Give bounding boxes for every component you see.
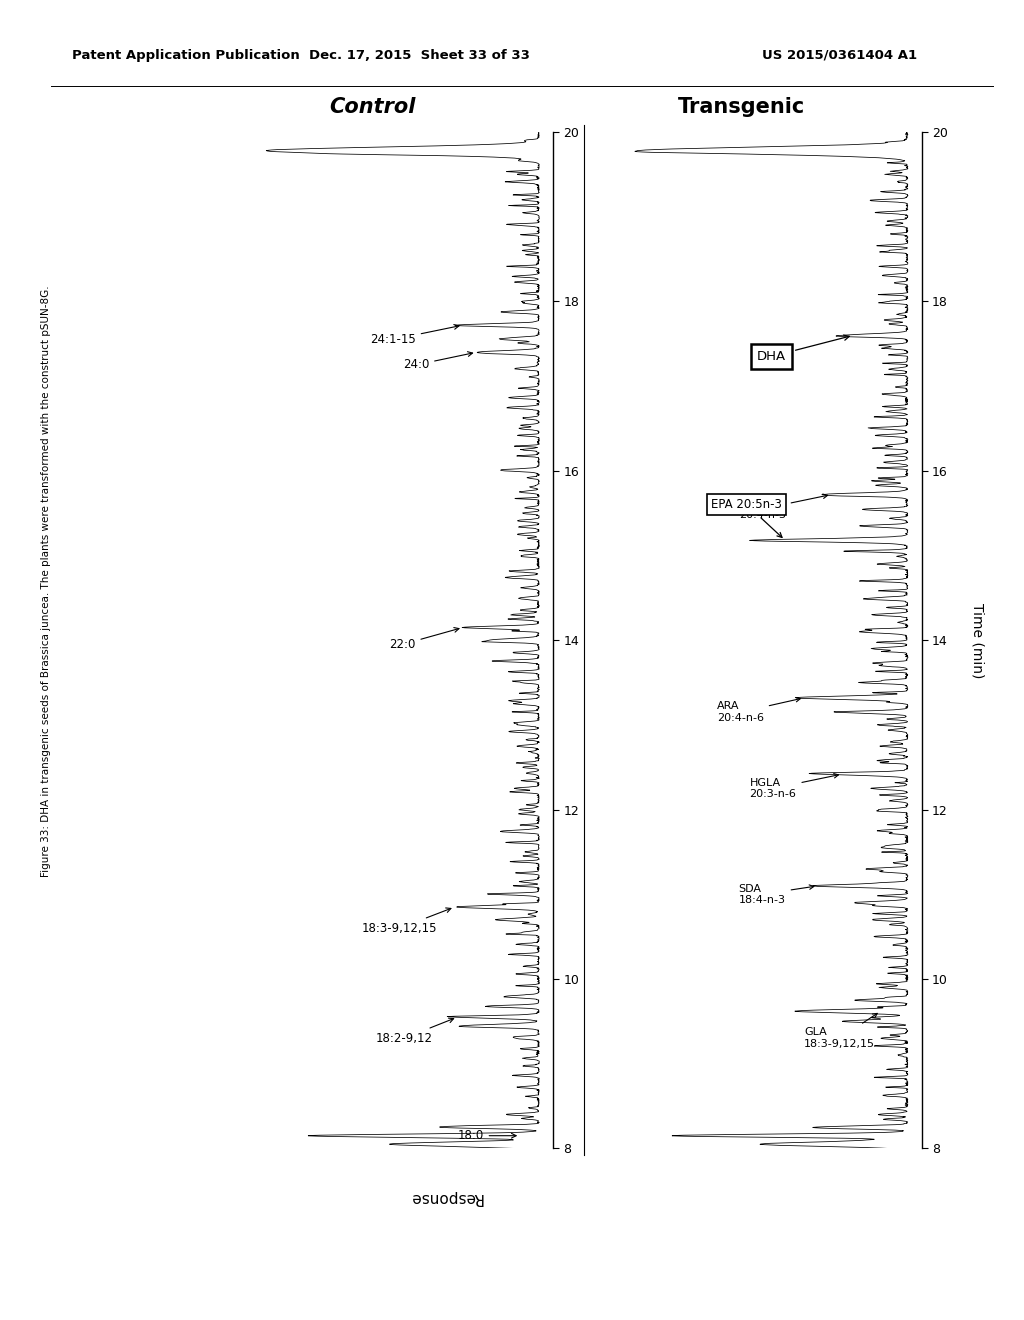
Text: EPA 20:5n-3: EPA 20:5n-3	[712, 498, 782, 537]
Text: 24:1-15: 24:1-15	[370, 325, 459, 346]
Text: ARA
20:4-n-6: ARA 20:4-n-6	[717, 697, 801, 723]
Text: Dec. 17, 2015  Sheet 33 of 33: Dec. 17, 2015 Sheet 33 of 33	[309, 49, 530, 62]
Text: Control: Control	[330, 96, 416, 116]
Text: 22:0: 22:0	[389, 627, 459, 651]
Text: Response: Response	[409, 1189, 482, 1205]
Text: 18:0: 18:0	[458, 1129, 516, 1142]
Text: US 2015/0361404 A1: US 2015/0361404 A1	[762, 49, 918, 62]
Text: 18:3-9,12,15: 18:3-9,12,15	[361, 908, 451, 935]
Text: ETA
20:4-n-3: ETA 20:4-n-3	[738, 494, 827, 520]
Text: Time (min): Time (min)	[971, 602, 985, 678]
Text: GLA
18:3-9,12,15: GLA 18:3-9,12,15	[804, 1014, 878, 1049]
Text: Transgenic: Transgenic	[678, 96, 805, 116]
Text: Figure 33: DHA in transgenic seeds of Brassica juncea. The plants were transform: Figure 33: DHA in transgenic seeds of Br…	[41, 285, 51, 876]
Text: SDA
18:4-n-3: SDA 18:4-n-3	[738, 883, 814, 906]
Text: 18:2-9,12: 18:2-9,12	[376, 1018, 454, 1045]
Text: HGLA
20:3-n-6: HGLA 20:3-n-6	[750, 774, 839, 799]
Text: 24:0: 24:0	[402, 351, 472, 371]
Text: DHA: DHA	[757, 335, 849, 363]
Text: Patent Application Publication: Patent Application Publication	[72, 49, 299, 62]
